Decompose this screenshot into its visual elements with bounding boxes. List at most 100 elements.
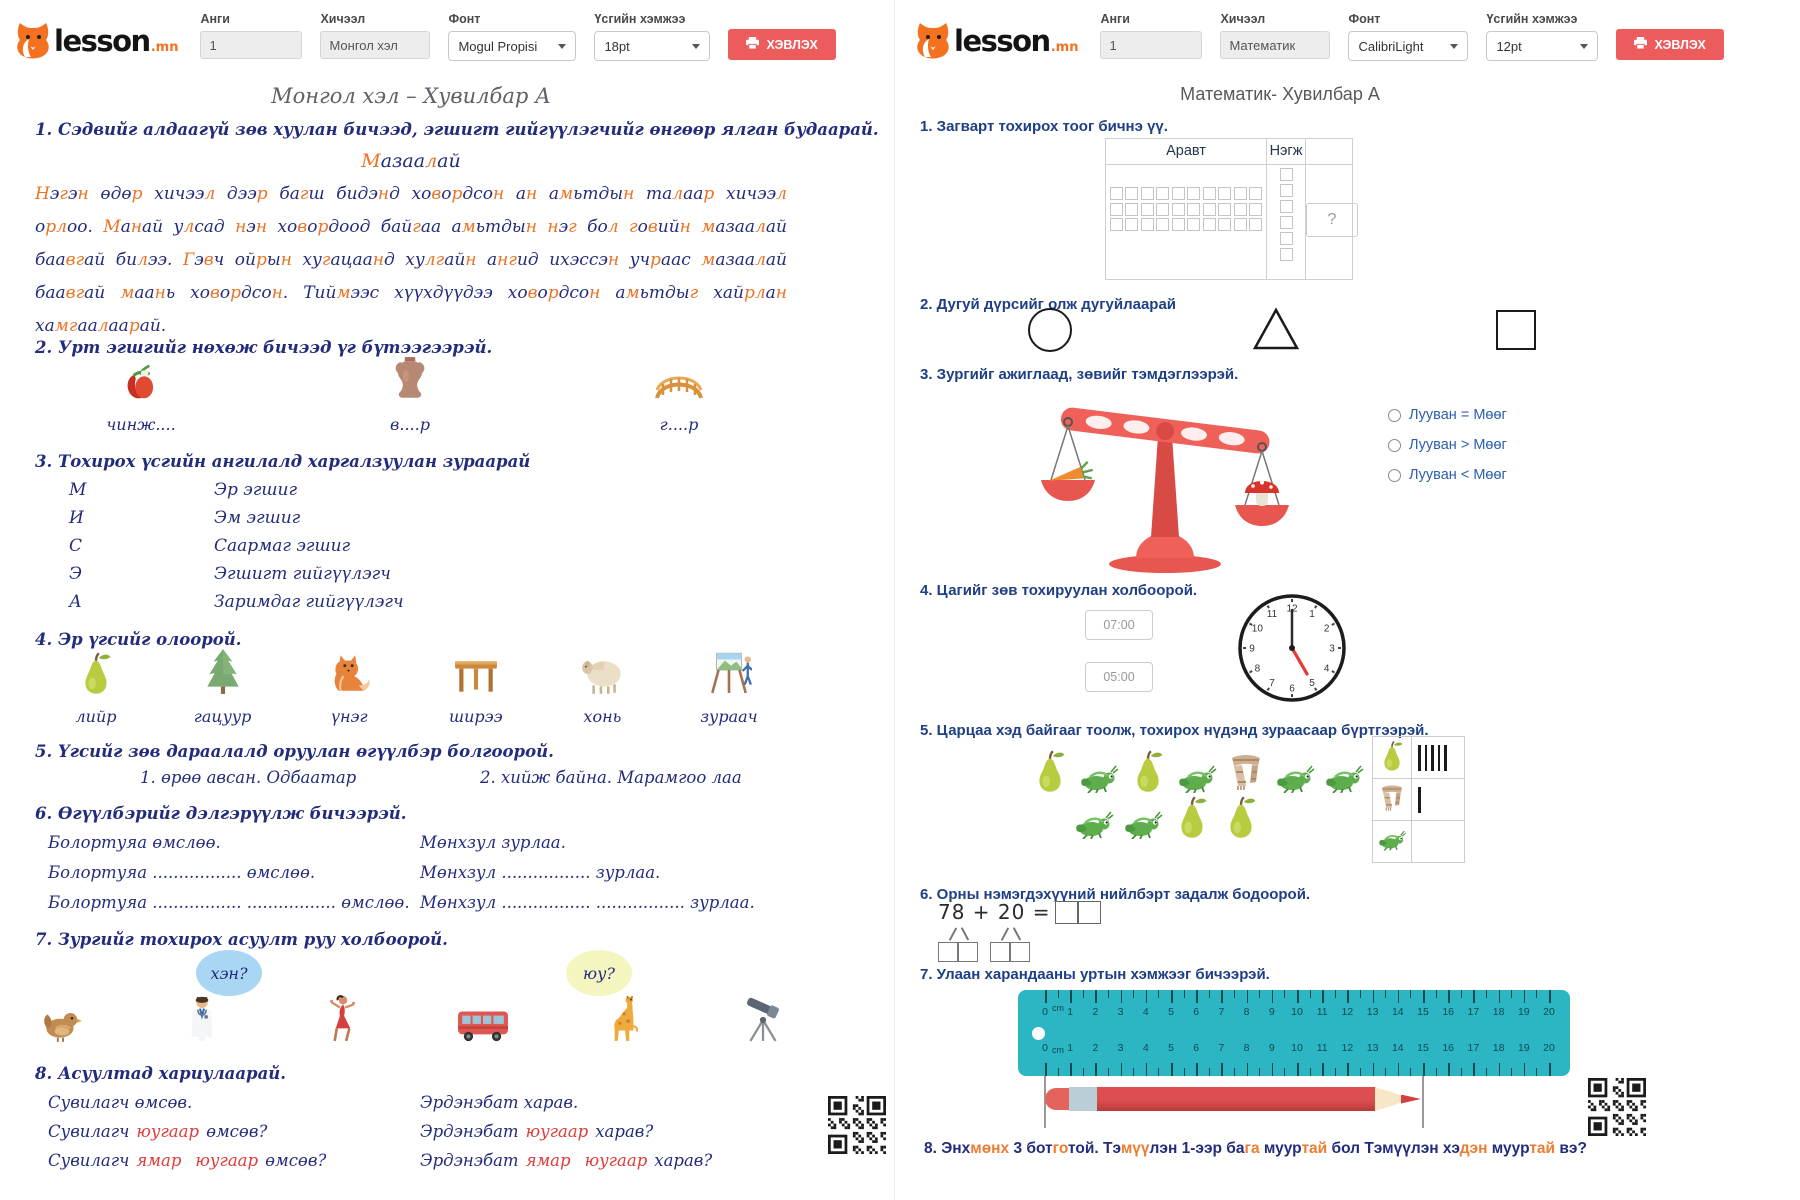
print-button[interactable]: ХЭВЛЭХ <box>1616 29 1724 60</box>
logo-text: lesson <box>54 24 151 58</box>
toolbar-math: lesson .mn Анги Хичээл Фонт CalibriLight… <box>912 12 1724 61</box>
printer-icon <box>1634 37 1648 52</box>
worksheet-item: хонь <box>546 650 658 726</box>
sentence-line: Сувилагч юугаар өмсөв? <box>48 1122 268 1141</box>
fox-logo-icon <box>912 20 954 60</box>
match-letter: Э <box>69 564 83 584</box>
subject-label: Хичээл <box>320 12 366 26</box>
font-select[interactable]: Mogul Propisi <box>448 31 577 61</box>
exercise-8-title: 8. Асуултад хариулаарай. <box>35 1064 286 1083</box>
worksheet-item: үнэг <box>293 650 405 726</box>
ruler-number: 7 <box>1218 1042 1225 1054</box>
sentence-line: Мөнхзул ................. ..............… <box>420 893 755 912</box>
subject-input[interactable] <box>1220 31 1331 59</box>
match-category: Заримдаг гийгүүлэгч <box>214 592 404 612</box>
font-size-select[interactable]: 18pt <box>594 31 711 61</box>
grasshopper-icon <box>1074 809 1114 844</box>
worksheet-item: г....р <box>623 358 735 434</box>
svg-text:11: 11 <box>1267 609 1278 620</box>
sentence-line: Болортуяа ................. өмслөө. <box>48 863 316 882</box>
svg-text:7: 7 <box>1269 678 1275 689</box>
sentence-line: Болортуяа өмслөө. <box>48 833 221 852</box>
subject-field: Хичээл <box>320 12 431 59</box>
ruler-number: 10 <box>1291 1006 1303 1018</box>
ones-stack <box>1267 165 1305 261</box>
chevron-down-icon <box>1580 43 1589 49</box>
grade-input[interactable] <box>200 31 303 59</box>
font-size-select[interactable]: 12pt <box>1486 31 1599 61</box>
grade-input[interactable] <box>1100 31 1203 59</box>
ruler-number: 1 <box>1067 1006 1074 1018</box>
svg-text:9: 9 <box>1249 644 1255 655</box>
carrot-icon <box>1049 461 1094 481</box>
counting-row-1 <box>1028 746 1366 798</box>
math-exercise-7-title: 7. Улаан харандааны уртын хэмжээг бичээр… <box>920 966 1270 983</box>
ruler-number: 11 <box>1316 1006 1328 1018</box>
ruler-number: 13 <box>1366 1042 1379 1054</box>
exercise-8-column-a: Сувилагч өмсөв. Сувилагч юугаар өмсөв? Сувил… <box>48 1088 326 1175</box>
pear-icon <box>1033 749 1067 798</box>
tens-grid <box>1109 187 1263 231</box>
match-pair-row: М Эр эгшиг <box>55 480 404 508</box>
addition-expression: 78 + 20 = <box>938 900 1051 924</box>
sentence-line: Сувилагч ямар юугаар өмсөв? <box>48 1151 327 1170</box>
math-exercise-3-title: 3. Зургийг ажиглаад, зөвийг тэмдэглээрэй… <box>920 366 1239 383</box>
item-caption: в....р <box>390 415 430 434</box>
decomposition-boxes-20 <box>990 942 1030 962</box>
toolbar-mongolian: lesson .mn Анги Хичээл Фонт Mogul Propis… <box>12 12 836 61</box>
match-pair-row: С Саармаг эгшиг <box>55 536 404 564</box>
item-caption: гацуур <box>193 707 252 726</box>
match-category: Саармаг эгшиг <box>214 536 351 556</box>
decomposition-line <box>1000 927 1009 941</box>
grasshopper-icon <box>1324 763 1364 798</box>
triangle-shape <box>1252 307 1300 350</box>
ruler-number: 19 <box>1517 1042 1530 1054</box>
doctor-icon <box>188 995 216 1048</box>
exercise-4-items: лийр гацуур үнэг ширээ хонь зураач <box>40 647 785 726</box>
time-box-2: 05:00 <box>1085 662 1153 692</box>
giraffe-icon <box>605 995 641 1048</box>
svg-text:5: 5 <box>1309 678 1315 689</box>
scarf-icon <box>1226 751 1266 798</box>
radio-option[interactable]: Лууван < Мөөг <box>1388 460 1507 490</box>
font-select[interactable]: CalibriLight <box>1348 31 1469 61</box>
radio-circle-icon <box>1388 438 1401 452</box>
print-button[interactable]: ХЭВЛЭХ <box>728 29 836 60</box>
ruler-number: 17 <box>1467 1006 1480 1018</box>
exercise-1-text: Нэгэн өдөр хичээл дээр багш бидэнд ховор… <box>35 184 787 336</box>
exercise-5-item-2: 2. хийж байна. Марамгоо лаа <box>480 768 742 787</box>
ruler-number: 4 <box>1142 1006 1149 1018</box>
ruler-number: 15 <box>1417 1042 1429 1054</box>
fox-logo-icon <box>12 20 54 60</box>
time-box-1: 07:00 <box>1085 610 1153 640</box>
ruler-number: 16 <box>1442 1006 1455 1018</box>
measure-guide-line <box>1422 1076 1424 1128</box>
ruler-number: 8 <box>1243 1042 1250 1054</box>
pear-icon <box>1131 749 1165 798</box>
grasshopper-icon <box>1177 763 1217 798</box>
measure-guide-line <box>1044 1076 1046 1128</box>
font-size-label: Үсгийн хэмжээ <box>594 12 686 26</box>
exercise-4-title: 4. Эр үгсийг олоорой. <box>35 630 242 649</box>
item-caption: зураач <box>700 707 758 726</box>
subject-input[interactable] <box>320 31 431 59</box>
exercise-8-column-b: Эрдэнэбат харав. Эрдэнэбат юугаар харав? Эрд… <box>420 1088 712 1175</box>
spruce-icon <box>205 647 241 700</box>
tally-row <box>1373 737 1464 779</box>
ruler-number: 18 <box>1492 1042 1505 1054</box>
pear-icon <box>1380 740 1404 775</box>
square-shape <box>1496 310 1536 350</box>
radio-option[interactable]: Лууван = Мөөг <box>1388 400 1507 430</box>
fox-icon <box>326 651 372 700</box>
svg-text:8: 8 <box>1255 664 1261 675</box>
math-exercise-4-title: 4. Цагийг зөв тохируулан холбоорой. <box>920 582 1198 599</box>
radio-option[interactable]: Лууван > Мөөг <box>1388 430 1507 460</box>
ruler-number: 0 <box>1042 1042 1048 1054</box>
match-category: Эр эгшиг <box>214 480 298 500</box>
decomposition-line <box>960 927 969 941</box>
math-exercise-6-title: 6. Орны нэмэгдэхүүний нийлбэрт задалж бо… <box>920 886 1311 903</box>
ruler-number: 9 <box>1268 1006 1275 1018</box>
ruler-number: 20 <box>1543 1006 1555 1018</box>
tens-column: Аравт <box>1106 139 1267 279</box>
